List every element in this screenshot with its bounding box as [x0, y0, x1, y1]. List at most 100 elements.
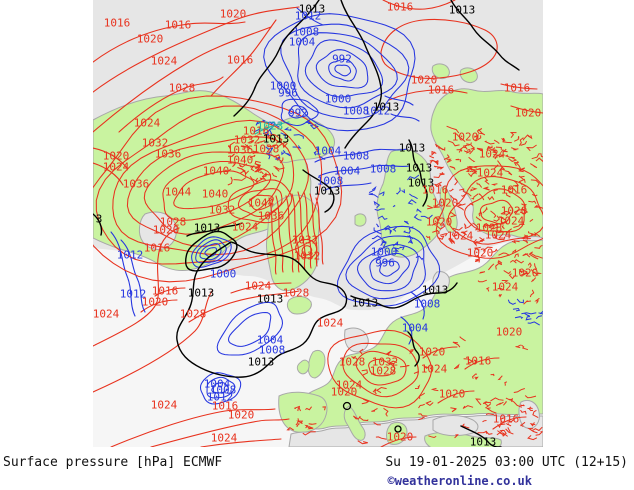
terrain-isobar-noise — [512, 307, 521, 312]
small-1013-cell — [342, 401, 352, 411]
terrain-isobar-noise — [500, 210, 511, 217]
terrain-isobar-noise — [527, 321, 540, 326]
open-isobars-high — [93, 0, 543, 447]
terrain-isobar-noise — [368, 185, 377, 194]
credit-watermark: ©weatheronline.co.uk — [387, 474, 533, 488]
isobar-ring-biscay-low-1012 — [199, 372, 242, 405]
isobar-ring-chukchi-low-cell-996 — [280, 98, 319, 127]
land-svalbard — [354, 213, 367, 227]
terrain-isobar-noise — [454, 177, 459, 186]
terrain-isobar-noise — [386, 227, 393, 235]
isobar-ring-bering-low-1008 — [280, 23, 410, 120]
caption-datetime: Su 19-01-2025 03:00 UTC (12+15) — [385, 455, 628, 470]
isobar-ring-bering-low-992 — [328, 58, 357, 82]
terrain-isobar-noise — [240, 145, 249, 149]
land-iberia — [278, 391, 328, 433]
terrain-isobar-noise — [535, 431, 543, 436]
isobar-ring-yukon-high-cell-1036 — [227, 179, 293, 224]
terrain-isobar-noise — [529, 289, 535, 298]
terrain-isobar-noise — [392, 204, 396, 208]
land-siberia — [430, 88, 543, 239]
terrain-isobar-noise — [463, 358, 474, 364]
terrain-isobar-noise — [474, 246, 481, 251]
terrain-isobar-noise — [508, 156, 518, 162]
terrain-isobar-noise — [527, 435, 538, 441]
terrain-isobar-noise — [458, 148, 463, 153]
terrain-isobar-noise — [464, 223, 473, 230]
isobar-ring-labrador-low-1012 — [191, 236, 232, 268]
terrain-isobar-noise — [499, 216, 506, 221]
terrain-isobar-noise — [508, 418, 516, 423]
isobar-ring-north-america-high-1036 — [143, 151, 285, 235]
terrain-isobar-noise — [513, 209, 524, 214]
terrain-isobar-noise — [520, 235, 531, 240]
terrain-isobar-noise — [470, 187, 478, 192]
terrain-isobar-noise — [500, 416, 506, 425]
terrain-isobar-noise — [482, 222, 491, 228]
land-europe-russia — [300, 239, 543, 431]
terrain-isobar-noise — [518, 137, 524, 146]
terrain-isobar-noise — [455, 158, 462, 163]
terrain-isobar-noise — [528, 406, 534, 412]
terrain-isobar-noise — [246, 144, 253, 150]
terrain-isobar-noise — [521, 203, 527, 207]
isobar-ring-yukon-high-cell-1040 — [237, 188, 283, 218]
land-iceland — [286, 295, 312, 315]
terrain-isobar-noise — [494, 154, 501, 160]
base-layer — [93, 0, 543, 447]
terrain-isobar-noise — [403, 230, 410, 234]
terrain-isobar-noise — [383, 407, 389, 417]
terrain-isobar-noise — [254, 160, 261, 166]
terrain-isobar-noise — [485, 430, 493, 435]
terrain-isobar-noise — [292, 145, 302, 149]
land-italy — [343, 405, 366, 441]
terrain-isobar-noise — [486, 145, 493, 151]
caption-bar: Surface pressure [hPa] ECMWF Su 19-01-20… — [0, 450, 634, 490]
terrain-isobar-noise — [295, 418, 300, 426]
terrain-isobar-noise — [491, 248, 498, 253]
terrain-isobar-noise — [377, 215, 388, 220]
terrain-isobar-noise — [536, 272, 543, 275]
terrain-isobar-noise — [420, 214, 433, 219]
terrain-isobar-noise — [408, 193, 418, 200]
terrain-isobar-noise — [446, 158, 452, 163]
land-greenland — [266, 194, 320, 292]
terrain-isobar-noise — [531, 153, 541, 160]
terrain-isobar-noise — [472, 222, 478, 231]
terrain-isobar-noise — [455, 204, 465, 211]
terrain-isobar-noise — [488, 263, 495, 271]
land-britain — [307, 349, 326, 379]
terrain-isobar-noise — [538, 310, 543, 315]
terrain-isobar-noise — [526, 427, 538, 434]
terrain-isobar-noise — [473, 238, 477, 247]
terrain-isobar-noise — [503, 270, 512, 275]
terrain-isobar-noise — [501, 225, 505, 230]
terrain-isobar-noise — [493, 154, 504, 158]
terrain-isobar-noise — [256, 140, 266, 144]
terrain-isobar-noise — [262, 128, 271, 136]
terrain-isobar-noise — [371, 407, 378, 412]
isobar-ring-bering-low-992 — [334, 64, 352, 77]
terrain-isobar-noise — [427, 205, 435, 210]
terrain-isobar-noise — [375, 436, 387, 440]
terrain-isobar-noise — [474, 376, 479, 380]
terrain-isobar-noise — [482, 186, 490, 191]
terrain-isobar-noise — [490, 210, 497, 219]
terrain-isobar-noise — [253, 128, 261, 133]
terrain-isobar-noise — [508, 186, 517, 193]
terrain-isobar-noise — [469, 147, 475, 155]
isobar-ring-bering-low-1000 — [304, 39, 384, 98]
terrain-isobar-noise — [505, 428, 514, 435]
terrain-isobar-noise — [465, 167, 471, 173]
isobar-ring-labrador-low-1004 — [199, 243, 222, 261]
terrain-isobar-noise — [294, 405, 301, 409]
terrain-isobar-noise — [468, 172, 476, 178]
terrain-isobar-noise — [499, 166, 505, 171]
terrain-isobar-noise — [513, 259, 524, 264]
isobar-ring-bering-low-1012 — [263, 13, 416, 132]
terrain-isobar-noise — [248, 139, 255, 143]
terrain-isobar-noise — [428, 435, 437, 439]
terrain-isobar-noise — [399, 365, 410, 368]
isobar-ring-norwegian-low-1008 — [345, 235, 426, 300]
terrain-isobar-noise — [407, 235, 412, 244]
